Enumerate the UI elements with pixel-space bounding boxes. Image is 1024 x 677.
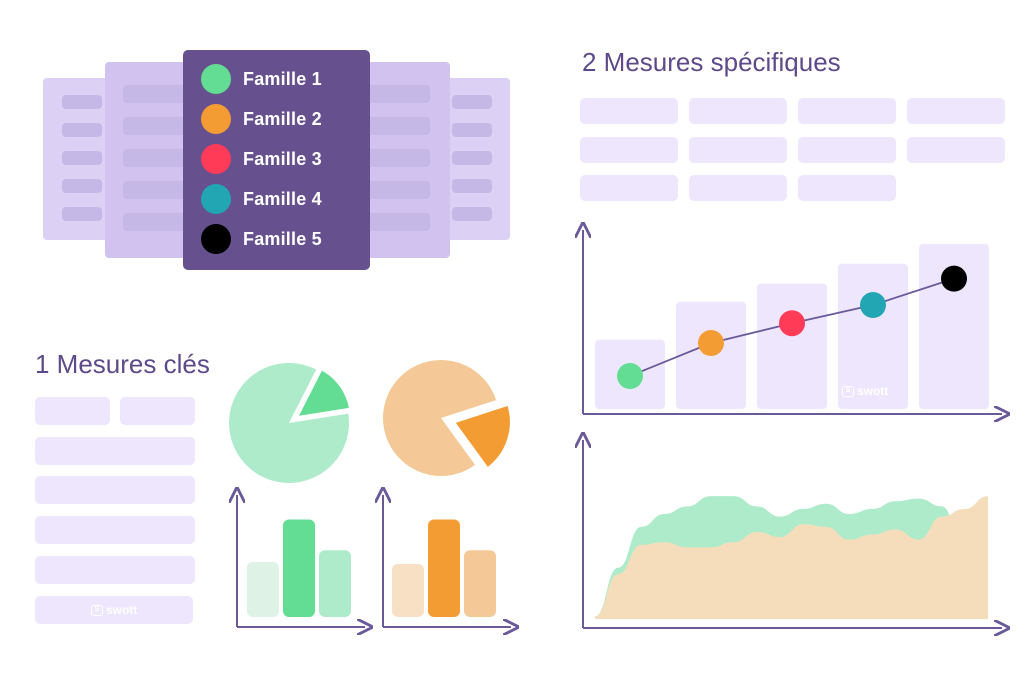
bar xyxy=(428,519,460,617)
bar xyxy=(392,564,424,617)
grid-cell xyxy=(580,98,678,124)
brand-name: swott xyxy=(857,384,889,398)
grid-cell xyxy=(798,175,896,201)
table-cell xyxy=(452,207,492,221)
bar xyxy=(247,561,279,617)
bar-chart-orange xyxy=(383,495,511,627)
grid-cell xyxy=(580,137,678,163)
table-cell xyxy=(62,179,102,193)
color-dot-icon xyxy=(201,224,231,254)
data-point xyxy=(779,310,805,337)
table-cell xyxy=(123,149,185,167)
pie-slice-highlight xyxy=(450,402,513,472)
bar xyxy=(319,550,351,617)
table-cell xyxy=(123,117,185,135)
pie-chart-green xyxy=(229,363,353,483)
swott-logo-icon: S xyxy=(91,604,103,616)
table-cell xyxy=(62,151,102,165)
legend-label: Famille 5 xyxy=(243,228,322,249)
legend-label: Famille 4 xyxy=(243,188,322,209)
brand-logo: S swott xyxy=(91,603,137,617)
brand-logo-chart: S swott xyxy=(842,384,888,398)
table-cell xyxy=(123,181,185,199)
background-bar xyxy=(757,283,827,409)
grid-cell xyxy=(689,175,787,201)
line-bar-chart xyxy=(583,230,1002,414)
legend-item: Famille 4 xyxy=(201,184,322,214)
legend-label: Famille 1 xyxy=(243,68,322,89)
area-series xyxy=(595,496,988,619)
list-cell xyxy=(35,516,195,544)
bar xyxy=(464,550,496,617)
list-cell xyxy=(35,556,195,584)
table-cell xyxy=(452,95,492,109)
grid-cell xyxy=(907,98,1005,124)
bar-chart-green xyxy=(237,495,365,627)
legend-item: Famille 5 xyxy=(201,224,322,254)
data-point xyxy=(617,363,643,389)
table-cell xyxy=(452,151,492,165)
legend-card: Famille 1 Famille 2 Famille 3 Famille 4 … xyxy=(183,50,370,270)
list-cell xyxy=(35,397,110,425)
table-cell xyxy=(368,117,430,135)
table-cell xyxy=(62,207,102,221)
table-cell xyxy=(452,179,492,193)
table-cell xyxy=(62,95,102,109)
pie-chart-orange xyxy=(383,359,513,476)
list-cell xyxy=(120,397,195,425)
grid-cell xyxy=(689,137,787,163)
color-dot-icon xyxy=(201,144,231,174)
pie-slice-highlight xyxy=(293,366,353,420)
table-cell xyxy=(368,85,430,103)
grid-cell xyxy=(689,98,787,124)
data-point xyxy=(698,330,724,356)
list-cell xyxy=(35,437,195,465)
pie-slice-main xyxy=(229,363,349,483)
grid-cell xyxy=(580,175,678,201)
legend-item: Famille 2 xyxy=(201,104,322,134)
legend-item: Famille 3 xyxy=(201,144,322,174)
legend-label: Famille 3 xyxy=(243,148,322,169)
table-cell xyxy=(368,181,430,199)
grid-cell xyxy=(907,137,1005,163)
table-cell xyxy=(62,123,102,137)
section-title-key: 1 Mesures clés xyxy=(35,349,210,379)
color-dot-icon xyxy=(201,184,231,214)
brand-name: swott xyxy=(106,603,138,617)
bar xyxy=(283,519,315,617)
table-cell xyxy=(368,213,430,231)
section-title-specific: 2 Mesures spécifiques xyxy=(582,47,841,77)
table-cell xyxy=(123,85,185,103)
grid-cell xyxy=(798,98,896,124)
data-point xyxy=(860,292,886,319)
data-point xyxy=(941,265,967,292)
color-dot-icon xyxy=(201,64,231,94)
legend-item: Famille 1 xyxy=(201,64,322,94)
legend-label: Famille 2 xyxy=(243,108,322,129)
list-cell xyxy=(35,476,195,504)
list-cell-branded xyxy=(35,596,193,624)
swott-logo-icon: S xyxy=(842,385,854,397)
table-cell xyxy=(368,149,430,167)
table-cell xyxy=(452,123,492,137)
area-chart xyxy=(583,440,1002,628)
pie-slice-main xyxy=(383,359,497,476)
table-cell xyxy=(123,213,185,231)
grid-cell xyxy=(798,137,896,163)
color-dot-icon xyxy=(201,104,231,134)
